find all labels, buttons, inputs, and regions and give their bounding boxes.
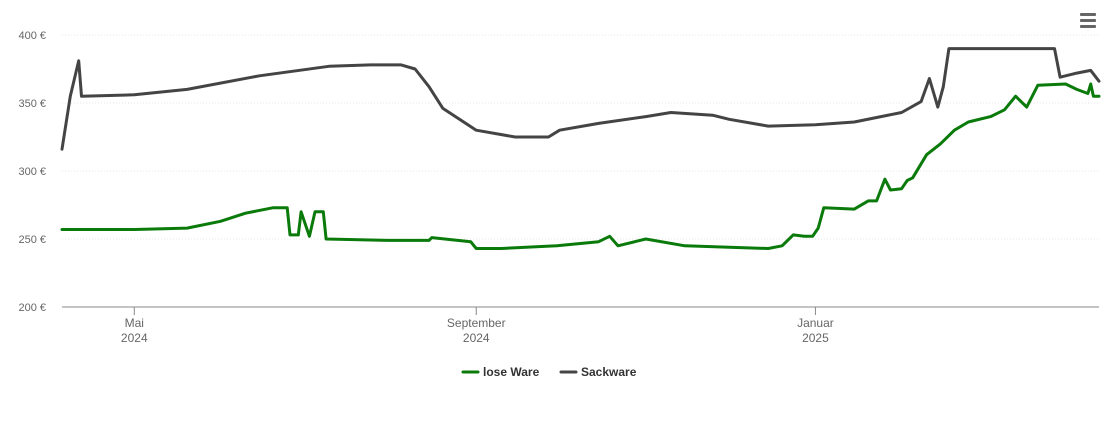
grid-lines	[62, 34, 1099, 240]
x-tick-month-label: September	[447, 316, 506, 330]
menu-bar	[1080, 25, 1096, 28]
legend-label: Sackware	[581, 365, 637, 379]
menu-bar	[1080, 13, 1096, 16]
x-tick-year-label: 2025	[802, 331, 829, 345]
legend-item[interactable]: lose Ware	[461, 365, 540, 379]
x-tick-year-label: 2024	[463, 331, 490, 345]
series-line[interactable]	[60, 47, 1101, 151]
x-tick-month-label: Mai	[125, 316, 144, 330]
series-lines	[60, 47, 1101, 250]
legend[interactable]: lose Ware Sackware	[461, 365, 637, 379]
x-tick-year-label: 2024	[121, 331, 148, 345]
y-tick-label: 200 €	[18, 302, 46, 314]
y-tick-label: 300 €	[18, 166, 46, 178]
legend-item[interactable]: Sackware	[559, 365, 637, 379]
hamburger-menu-icon[interactable]	[1077, 13, 1099, 31]
y-tick-label: 250 €	[18, 234, 46, 246]
y-axis-ticks: 200 € 250 € 300 € 350 € 400 €	[18, 30, 46, 314]
menu-bar	[1080, 19, 1096, 22]
legend-label: lose Ware	[483, 365, 540, 379]
y-tick-label: 400 €	[18, 30, 46, 42]
series-line[interactable]	[60, 82, 1101, 250]
y-tick-label: 350 €	[18, 98, 46, 110]
x-tick-month-label: Januar	[797, 316, 834, 330]
